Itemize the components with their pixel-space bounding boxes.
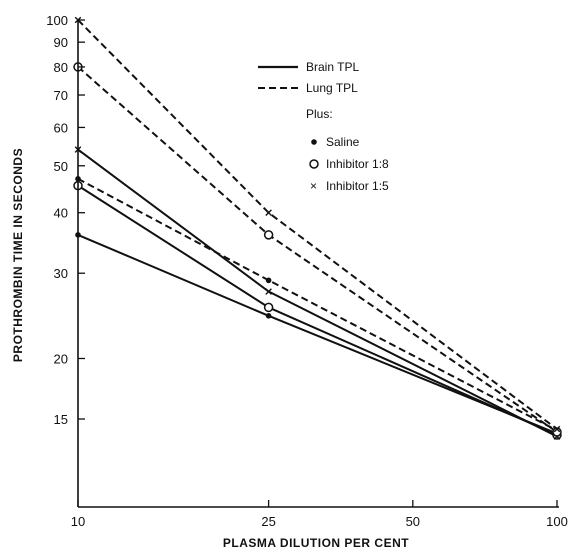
data-point-circle bbox=[263, 230, 274, 240]
y-tick-label: 80 bbox=[54, 60, 68, 75]
data-point-x bbox=[265, 288, 272, 295]
legend: Brain TPL Lung TPL Plus: Saline Inhibito… bbox=[258, 60, 389, 193]
legend-dot-icon bbox=[311, 139, 317, 145]
data-point-x bbox=[265, 209, 272, 217]
data-point-circle bbox=[263, 302, 274, 313]
x-tick-label: 100 bbox=[546, 514, 568, 529]
data-point-circle bbox=[552, 427, 562, 437]
legend-label-lung: Lung TPL bbox=[306, 81, 358, 95]
legend-label-inhibitor-1-5: Inhibitor 1:5 bbox=[326, 179, 389, 193]
legend-circle-icon bbox=[309, 159, 319, 169]
legend-plus-title: Plus: bbox=[306, 107, 333, 121]
legend-x-icon: × bbox=[310, 179, 317, 193]
series-line-lung-saline bbox=[77, 177, 558, 432]
data-point-dot bbox=[265, 277, 272, 284]
y-tick-label: 20 bbox=[54, 351, 68, 366]
y-tick-label: 50 bbox=[54, 159, 68, 174]
x-tick-label: 25 bbox=[261, 514, 275, 529]
legend-label-saline: Saline bbox=[326, 135, 360, 149]
legend-label-inhibitor-1-8: Inhibitor 1:8 bbox=[326, 157, 389, 171]
y-tick-label: 40 bbox=[54, 206, 68, 221]
x-tick-label: 10 bbox=[71, 514, 85, 529]
y-tick-label: 100 bbox=[46, 13, 68, 28]
x-tick-labels: 10 25 50 100 bbox=[71, 514, 568, 529]
legend-label-brain: Brain TPL bbox=[306, 60, 359, 74]
y-tick-label: 90 bbox=[54, 35, 68, 50]
y-axis-title: PROTHROMBIN TIME IN SECONDS bbox=[11, 148, 25, 362]
data-point-dot bbox=[265, 313, 272, 319]
y-tick-label: 60 bbox=[54, 120, 68, 135]
x-tick-label: 50 bbox=[406, 514, 420, 529]
y-tick-labels: 15 20 30 40 50 60 70 80 90 100 bbox=[46, 13, 68, 427]
y-tick-label: 70 bbox=[54, 88, 68, 103]
x-axis-title: PLASMA DILUTION PER CENT bbox=[223, 536, 409, 550]
axes bbox=[77, 19, 559, 508]
series-line-brain-inhibitor-1-5 bbox=[77, 148, 558, 438]
data-point-x bbox=[553, 425, 561, 433]
y-tick-label: 15 bbox=[54, 412, 68, 427]
series-line-lung-inhibitor-1-5 bbox=[77, 19, 558, 430]
y-tick-label: 30 bbox=[54, 266, 68, 281]
series-line-brain-inhibitor-1-8 bbox=[77, 184, 558, 436]
